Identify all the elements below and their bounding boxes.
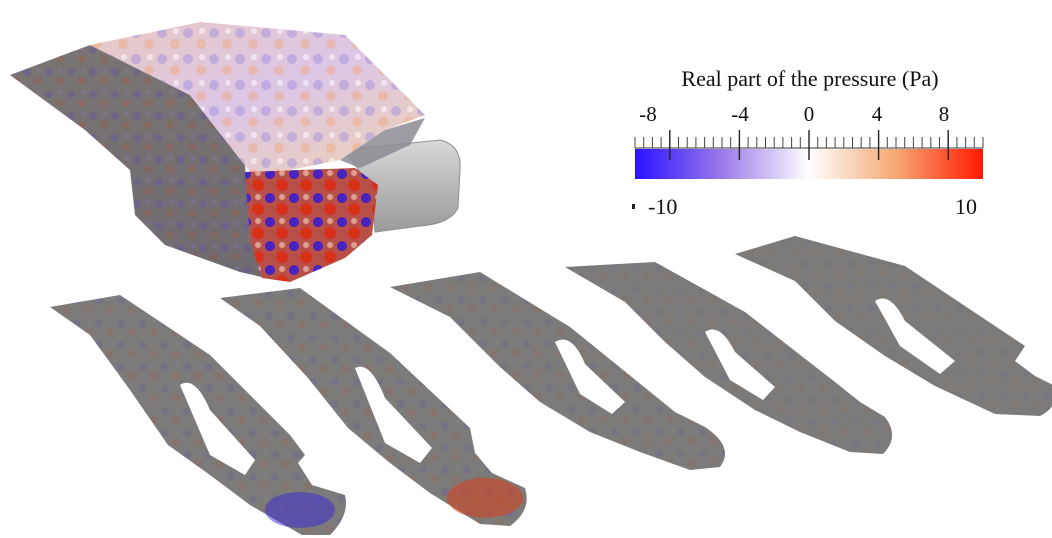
marker-dot — [632, 204, 635, 209]
tick-label-8: 8 — [938, 102, 950, 126]
legend-title: Real part of the pressure (Pa) — [681, 66, 939, 91]
tick-label-neg8: -8 — [639, 102, 657, 126]
range-max-label: 10 — [955, 194, 977, 219]
slice-4 — [565, 262, 893, 454]
tick-label-4: 4 — [871, 102, 883, 126]
cavity-3d-model — [10, 22, 461, 282]
slice-3 — [390, 272, 725, 470]
colorbar — [634, 130, 984, 179]
inlet-hotspot — [245, 168, 378, 282]
tick-label-0: 0 — [803, 102, 815, 126]
range-min-label: -10 — [648, 194, 678, 219]
slice-1 — [50, 295, 346, 535]
slice-2 — [220, 288, 527, 526]
colorbar-major-ticks — [669, 130, 949, 160]
tick-label-neg4: -4 — [731, 102, 749, 126]
slice-5 — [735, 236, 1052, 416]
